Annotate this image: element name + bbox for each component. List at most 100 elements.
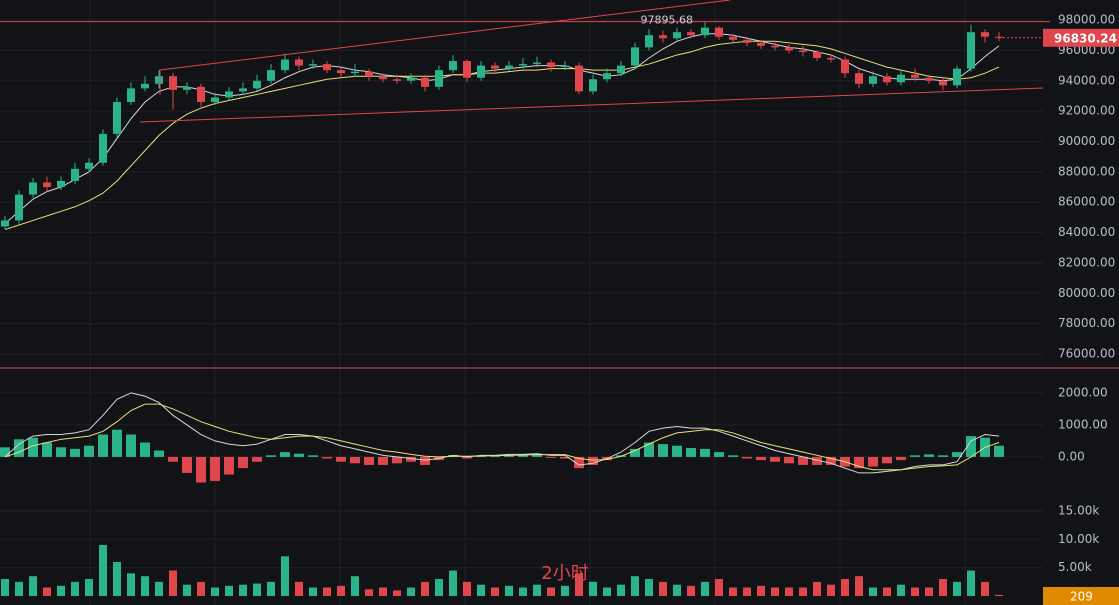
macd-bar	[882, 456, 892, 464]
y-tick-label: 2000.00	[1058, 385, 1108, 399]
volume-bar	[799, 587, 807, 597]
macd-bar	[294, 453, 304, 457]
candle-body	[799, 50, 807, 52]
candle-body	[351, 71, 359, 74]
macd-bar	[490, 455, 500, 457]
macd-bar	[770, 456, 780, 462]
macd-bar	[70, 448, 80, 457]
macd-bar	[504, 455, 514, 457]
trend-line-upper	[159, 0, 731, 71]
volume-bar	[715, 579, 723, 597]
candle-body	[519, 64, 527, 66]
candle-body	[407, 77, 415, 81]
macd-bar	[378, 456, 388, 465]
candle-body	[127, 88, 135, 103]
volume-bar	[71, 581, 79, 597]
macd-bar	[56, 447, 66, 457]
macd-bar	[994, 445, 1004, 457]
layers: 98000.0096000.0094000.0092000.0090000.00…	[0, 13, 1119, 605]
volume-bar	[113, 562, 121, 597]
macd-bar	[280, 452, 290, 457]
current-volume-box	[1043, 587, 1119, 605]
candle-body	[253, 80, 261, 89]
candle-body	[547, 62, 555, 68]
volume-bar	[85, 579, 93, 597]
candle-body	[379, 76, 387, 80]
candle-body	[743, 39, 751, 43]
macd-bar	[588, 456, 598, 465]
candle-body	[771, 45, 779, 48]
candle-body	[505, 65, 513, 69]
macd-bar	[196, 456, 206, 483]
volume-bar	[351, 576, 359, 597]
volume-bar	[617, 584, 625, 597]
candle-body	[785, 47, 793, 51]
candle-body	[645, 35, 653, 48]
macd-bar	[420, 456, 430, 465]
candle-body	[113, 102, 121, 134]
volume-bar	[631, 576, 639, 597]
volume-bar	[869, 587, 877, 597]
candle-body	[533, 62, 541, 65]
macd-bar	[784, 456, 794, 464]
macd-bar	[112, 429, 122, 457]
macd-bar	[700, 448, 710, 457]
volume-bar	[855, 576, 863, 597]
macd-bar	[952, 452, 962, 457]
candle-body	[477, 65, 485, 78]
volume-bar	[43, 587, 51, 597]
volume-bar	[463, 581, 471, 597]
volume-bar	[365, 589, 373, 597]
y-tick-label: 10.00k	[1058, 532, 1099, 546]
macd-bar	[728, 455, 738, 457]
current-price-box	[1043, 28, 1119, 47]
macd-bar	[0, 447, 10, 457]
candle-body	[85, 162, 93, 169]
candle-body	[757, 42, 765, 46]
macd-bar	[924, 454, 934, 457]
macd-bar	[350, 456, 360, 464]
macd-bar	[462, 456, 472, 459]
volume-bar	[225, 585, 233, 597]
candle-body	[155, 76, 163, 84]
candle-body	[953, 68, 961, 86]
candle-body	[491, 65, 499, 69]
y-tick-label: 84000.00	[1058, 225, 1115, 239]
candle-body	[603, 73, 611, 80]
y-tick-label: 0.00	[1058, 449, 1085, 463]
volume-bar	[211, 587, 219, 597]
volume-bar	[379, 587, 387, 597]
volume-bar	[547, 587, 555, 597]
candle-body	[169, 76, 177, 90]
volume-bar	[533, 584, 541, 597]
volume-bar	[967, 570, 975, 597]
candle-body	[995, 36, 1003, 38]
max-price-label: 97895.68	[641, 14, 694, 27]
macd-bar	[84, 445, 94, 457]
candle-body	[561, 65, 569, 68]
macd-bar	[546, 456, 556, 458]
candle-body	[1, 220, 9, 227]
macd-bar	[140, 442, 150, 457]
candle-body	[673, 32, 681, 39]
candle-body	[141, 83, 149, 89]
volume-bar	[743, 587, 751, 597]
volume-bar	[911, 587, 919, 597]
candle-body	[925, 77, 933, 81]
y-tick-label: 82000.00	[1058, 255, 1115, 269]
macd-bar	[322, 456, 332, 459]
candle-body	[225, 91, 233, 98]
candle-body	[827, 57, 835, 60]
candle-body	[183, 86, 191, 90]
candle-body	[869, 76, 877, 84]
volume-bar	[883, 587, 891, 597]
trend-line-lower	[139, 87, 1044, 123]
macd-bar	[252, 456, 262, 462]
volume-bar	[897, 584, 905, 597]
volume-bar	[771, 587, 779, 597]
candle-body	[309, 64, 317, 66]
macd-bar	[812, 456, 822, 465]
macd-bar	[154, 450, 164, 457]
candle-body	[883, 76, 891, 83]
